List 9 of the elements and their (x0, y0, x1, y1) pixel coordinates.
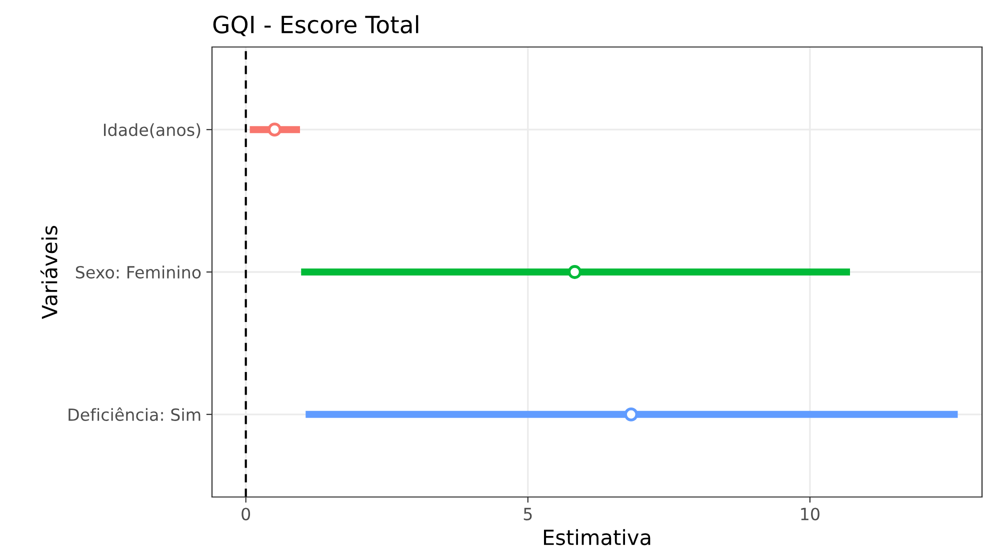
x-tick-label: 0 (242, 508, 250, 520)
x-tick-label: 5 (524, 508, 532, 520)
y-tick-label: Sexo: Feminino (76, 266, 201, 279)
y-tick-label: Deficiência: Sim (68, 407, 200, 421)
x-tick-label: 10 (801, 508, 820, 520)
chart-title: GQI - Escore Total (213, 15, 418, 36)
y-axis-title: Variáveis (40, 226, 58, 319)
x-axis-title: Estimativa (544, 529, 650, 546)
y-tick-label: Idade(anos) (104, 123, 200, 138)
